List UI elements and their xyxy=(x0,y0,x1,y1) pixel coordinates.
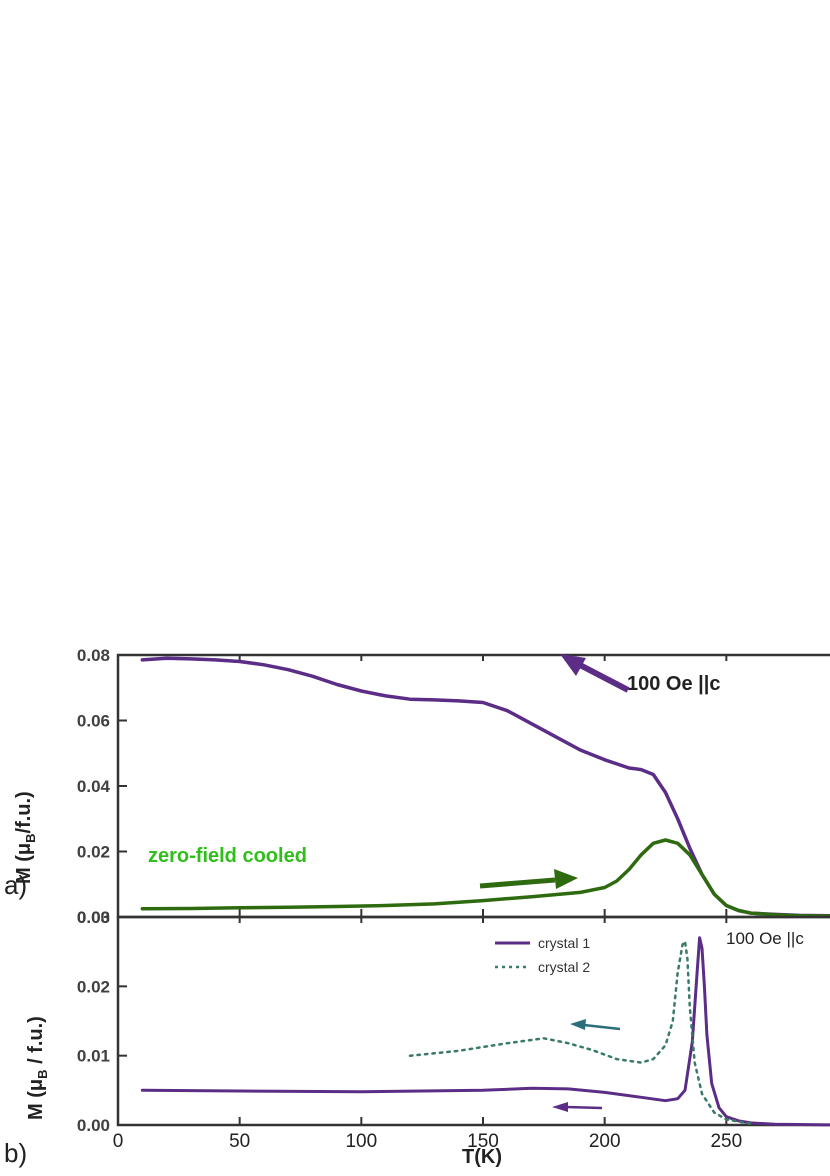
panel-b-label: b) xyxy=(4,1138,27,1168)
panel-a-frame xyxy=(116,653,830,919)
panel-b-field-annotation: 100 Oe ||c xyxy=(726,929,804,948)
panel-b-y-label: M (μB / f.u.) xyxy=(25,1016,50,1120)
y-tick-label: 0.06 xyxy=(77,712,110,731)
panel-a: 0.00 0.02 0.04 0.06 0.08 a) 100 Oe ||c zero-… xyxy=(4,646,830,927)
y-tick-label: 0.01 xyxy=(77,1047,110,1066)
x-tick-label: 150 xyxy=(467,1131,499,1152)
y-tick-label: 0.02 xyxy=(77,977,110,996)
x-tick-label: 250 xyxy=(710,1131,742,1152)
legend-label-crystal-1: crystal 1 xyxy=(538,935,590,951)
fc-arrow xyxy=(560,654,630,693)
x-tick-label: 100 xyxy=(345,1131,377,1152)
panel-b: 0.000.010.020.03 0501001502002503 b) 100… xyxy=(4,908,830,1168)
crystal-1-arrow xyxy=(552,1102,603,1112)
y-tick-label: 0.02 xyxy=(77,843,110,862)
series-line-field-cooled xyxy=(140,656,830,918)
zfc-annotation: zero-field cooled xyxy=(148,845,307,867)
x-tick-label: 0 xyxy=(113,1131,124,1152)
panel-b-y-ticks: 0.00 0.01 0.02 0.03 xyxy=(77,908,728,1135)
crystal-2-arrow xyxy=(570,1019,621,1031)
y-tick-label: 0.08 xyxy=(77,646,110,665)
y-tick-label: 0.00 xyxy=(77,908,110,927)
panel-a-y-label: M (μB/f.u.) xyxy=(13,791,38,884)
panel-a-label: a) xyxy=(4,870,27,900)
x-tick-label: 50 xyxy=(229,1131,250,1152)
series-line-crystal-1 xyxy=(140,936,830,1127)
x-tick-label: 200 xyxy=(589,1131,621,1152)
panel-b-x-label: T(K) xyxy=(462,1146,502,1168)
panel-a-y-ticks: 0.00 0.02 0.04 0.06 0.08 xyxy=(77,646,728,927)
panel-b-legend: crystal 1 crystal 2 xyxy=(495,935,590,975)
y-tick-label: 0.04 xyxy=(77,777,111,796)
panel-b-series xyxy=(140,936,830,1127)
zfc-arrow xyxy=(479,869,578,889)
panel-a-field-annotation: 100 Oe ||c xyxy=(627,673,720,695)
panel-b-frame xyxy=(116,915,830,1127)
panel-a-series xyxy=(140,656,830,918)
series-line-crystal-2 xyxy=(408,940,752,1125)
y-tick-label: 0.03 xyxy=(77,908,110,927)
panel-b-x-ticks: 0501001502002503 xyxy=(113,1131,742,1152)
y-tick-label: 0.00 xyxy=(77,1116,110,1135)
legend-label-crystal-2: crystal 2 xyxy=(538,959,590,975)
series-line-zero-field-cooled xyxy=(140,838,830,918)
